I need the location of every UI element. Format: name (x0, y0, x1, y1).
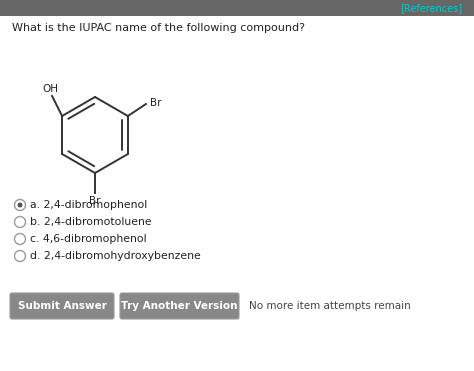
Circle shape (18, 203, 22, 207)
Text: Submit Answer: Submit Answer (18, 301, 107, 311)
FancyBboxPatch shape (120, 293, 239, 319)
Text: [References]: [References] (400, 3, 462, 13)
Text: No more item attempts remain: No more item attempts remain (249, 301, 411, 311)
Text: Br: Br (89, 196, 101, 206)
FancyBboxPatch shape (0, 0, 474, 16)
Text: c. 4,6-dibromophenol: c. 4,6-dibromophenol (30, 234, 146, 244)
Text: d. 2,4-dibromohydroxybenzene: d. 2,4-dibromohydroxybenzene (30, 251, 201, 261)
FancyBboxPatch shape (10, 293, 114, 319)
Text: Br: Br (150, 98, 162, 108)
Text: What is the IUPAC name of the following compound?: What is the IUPAC name of the following … (12, 23, 305, 33)
Text: b. 2,4-dibromotoluene: b. 2,4-dibromotoluene (30, 217, 152, 227)
Text: OH: OH (42, 84, 58, 94)
Text: a. 2,4-dibromophenol: a. 2,4-dibromophenol (30, 200, 147, 210)
Text: Try Another Version: Try Another Version (121, 301, 238, 311)
